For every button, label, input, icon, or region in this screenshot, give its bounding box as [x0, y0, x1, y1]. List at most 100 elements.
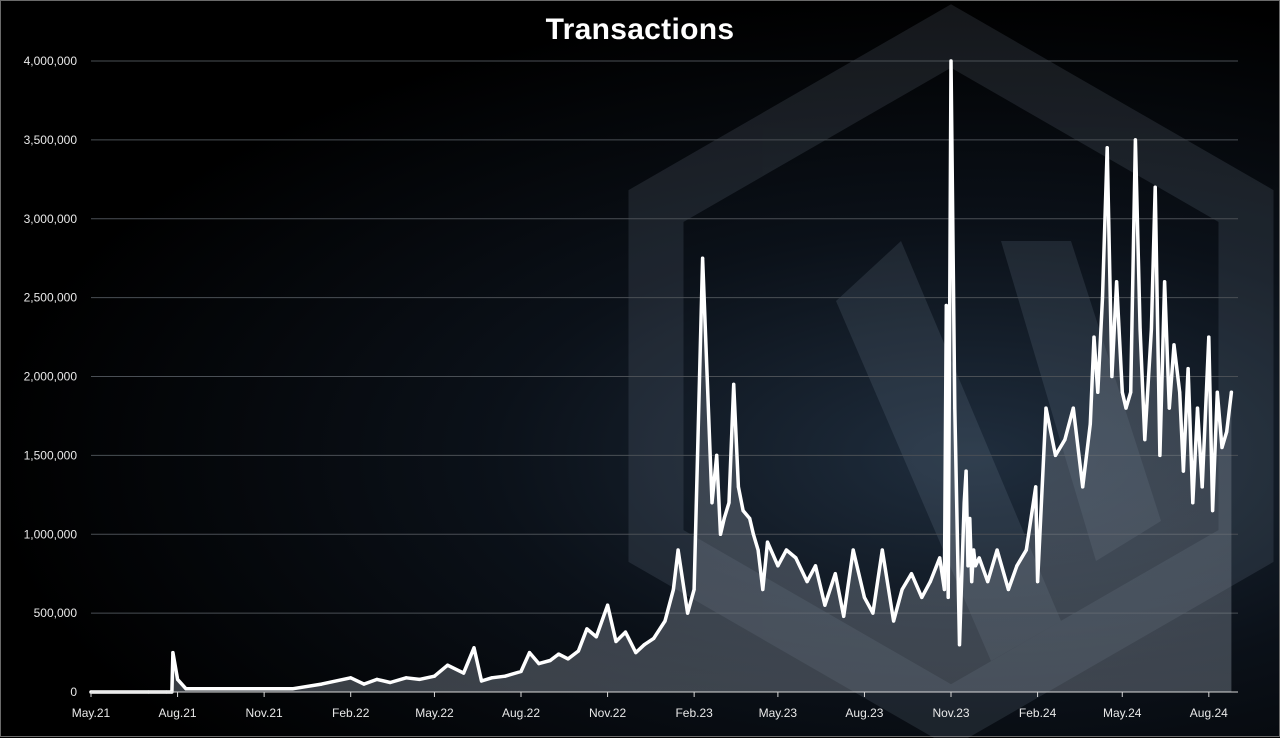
data-point: [1129, 390, 1133, 394]
data-point: [995, 548, 999, 552]
x-tick-label: Feb.23: [675, 706, 713, 720]
data-point: [537, 662, 541, 666]
data-point: [765, 540, 770, 544]
data-point: [722, 516, 726, 521]
data-point: [851, 548, 855, 552]
data-point: [748, 516, 752, 521]
data-point: [1149, 327, 1153, 331]
data-point: [606, 603, 610, 607]
data-point: [479, 679, 484, 683]
data-point: [319, 682, 324, 686]
data-point: [736, 485, 741, 489]
data-point: [375, 677, 379, 682]
data-point: [776, 564, 780, 568]
data-point: [1178, 390, 1182, 394]
data-point: [614, 639, 618, 644]
x-tick-label: Feb.24: [1019, 706, 1057, 720]
data-point: [701, 256, 705, 260]
x-tick-label: May.21: [72, 706, 111, 720]
data-point: [548, 658, 552, 663]
data-point: [585, 627, 589, 631]
data-point: [233, 687, 237, 691]
data-point: [1143, 438, 1147, 442]
data-point: [1124, 406, 1128, 410]
data-point: [388, 680, 392, 685]
data-point: [1096, 390, 1100, 394]
data-point: [862, 595, 867, 600]
data-point: [813, 564, 818, 568]
data-point: [1133, 138, 1137, 142]
y-tick-label: 3,000,000: [24, 212, 78, 226]
data-point: [446, 663, 450, 667]
y-tick-label: 3,500,000: [24, 133, 78, 147]
x-tick-label: Nov.22: [589, 706, 626, 720]
y-tick-label: 1,500,000: [24, 448, 78, 462]
data-point: [1100, 296, 1105, 300]
data-point: [1006, 587, 1011, 592]
data-point: [756, 548, 760, 552]
data-point: [417, 677, 421, 682]
data-point: [761, 587, 765, 592]
data-point: [1229, 390, 1233, 394]
data-point: [262, 687, 266, 691]
data-point: [715, 453, 719, 457]
data-point: [1120, 390, 1124, 394]
data-point: [892, 619, 896, 623]
data-point: [942, 587, 947, 592]
data-point: [741, 509, 745, 513]
data-point: [953, 406, 957, 410]
series-line: [89, 59, 1234, 694]
data-point: [909, 572, 914, 576]
data-point: [880, 548, 884, 552]
data-point: [1158, 453, 1162, 457]
x-tick-label: Aug.23: [845, 706, 883, 720]
data-point: [1024, 548, 1028, 552]
x-tick-label: Feb.22: [332, 706, 370, 720]
x-tick-label: Aug.24: [1190, 706, 1228, 720]
data-point: [871, 611, 875, 615]
data-point: [928, 580, 932, 584]
data-point: [171, 651, 175, 655]
data-point: [557, 652, 561, 656]
data-point: [1138, 327, 1142, 331]
data-point: [205, 687, 209, 691]
data-point: [946, 595, 950, 600]
data-point: [1081, 485, 1085, 489]
data-point: [727, 501, 731, 505]
data-point: [1167, 406, 1171, 410]
data-point: [634, 651, 638, 655]
data-point: [472, 646, 476, 650]
data-point: [751, 532, 756, 536]
data-point: [718, 532, 723, 536]
data-point: [944, 303, 948, 308]
data-point: [1153, 185, 1157, 189]
y-tick-label: 2,500,000: [24, 291, 78, 305]
data-point: [1015, 564, 1019, 568]
data-point: [503, 674, 507, 678]
y-tick-label: 2,000,000: [24, 370, 78, 384]
data-point: [977, 556, 981, 560]
data-point: [823, 603, 827, 607]
x-tick-label: May.23: [759, 706, 798, 720]
data-point: [490, 676, 494, 680]
data-point: [623, 630, 628, 634]
data-point: [566, 657, 570, 661]
x-tick-label: Aug.21: [159, 706, 197, 720]
data-point: [676, 548, 680, 552]
data-point: [710, 501, 714, 505]
data-point: [968, 516, 972, 521]
data-point: [1220, 445, 1224, 450]
data-point: [576, 649, 581, 653]
x-tick-label: Nov.23: [932, 706, 969, 720]
data-point: [1191, 501, 1195, 505]
y-tick-label: 4,000,000: [24, 54, 78, 68]
data-point: [833, 572, 837, 576]
x-tick-label: May.24: [1103, 706, 1142, 720]
data-point: [1092, 335, 1096, 339]
data-point: [594, 635, 598, 639]
data-point: [1181, 469, 1185, 473]
data-point: [805, 580, 809, 584]
data-point: [642, 643, 646, 647]
data-point: [964, 469, 968, 473]
